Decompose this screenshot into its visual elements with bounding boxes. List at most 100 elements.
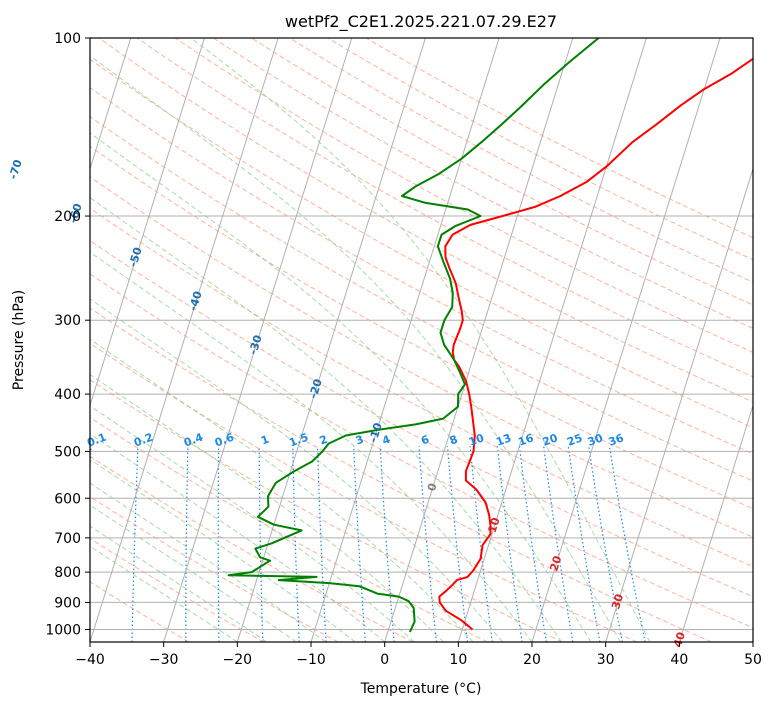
mixing-ratio-line bbox=[446, 446, 469, 642]
mixing-ratio-label: 8 bbox=[448, 433, 460, 448]
x-tick-label: −10 bbox=[296, 652, 326, 668]
isotherm-label: -40 bbox=[186, 289, 204, 312]
x-tick-label: 20 bbox=[523, 652, 541, 668]
mixing-ratio-label: 0.4 bbox=[182, 431, 205, 450]
y-tick-label: 1000 bbox=[45, 622, 81, 638]
isotherm-label: 30 bbox=[609, 592, 626, 611]
x-tick-label: −30 bbox=[149, 652, 179, 668]
moist-adiabat bbox=[90, 504, 297, 642]
dry-adiabat bbox=[365, 38, 753, 239]
moist-adiabat bbox=[90, 55, 621, 642]
isotherm-gridline bbox=[605, 167, 753, 642]
dry-adiabat bbox=[289, 38, 753, 283]
mixing-ratio-line bbox=[469, 446, 493, 642]
dry-adiabat bbox=[90, 455, 414, 642]
mixing-ratio-line bbox=[316, 446, 327, 642]
mixing-ratio-line bbox=[131, 446, 139, 642]
isotherm-gridline bbox=[90, 38, 279, 642]
mixing-ratio-line bbox=[353, 446, 366, 642]
isotherm-label: 20 bbox=[547, 554, 564, 573]
plot-frame bbox=[89, 37, 754, 643]
y-axis: 1000 900 800 700 600 500 400 300 200 100 bbox=[45, 31, 90, 638]
mixing-ratio-label: 36 bbox=[607, 431, 626, 449]
y-tick-label: 900 bbox=[54, 595, 81, 611]
isotherm-gridline bbox=[90, 38, 205, 408]
background-lines bbox=[0, 38, 753, 642]
dry-adiabat bbox=[90, 116, 753, 482]
dry-adiabat bbox=[98, 38, 753, 403]
moist-adiabat bbox=[90, 545, 238, 642]
x-axis-title: Temperature (°C) bbox=[360, 681, 482, 697]
isotherm-label: -30 bbox=[246, 333, 264, 356]
chart-title: wetPf2_C2E1.2025.221.07.29.E27 bbox=[285, 12, 557, 32]
moist-adiabat bbox=[90, 525, 268, 642]
mixing-ratio-label: 2 bbox=[318, 433, 330, 448]
isotherm-gridline bbox=[678, 403, 753, 642]
dry-adiabat bbox=[90, 342, 638, 642]
isotherm-gridline bbox=[384, 38, 574, 642]
isotherm-label: -20 bbox=[307, 377, 325, 400]
mixing-ratio-label: 10 bbox=[467, 431, 486, 449]
moist-adiabat bbox=[90, 482, 326, 642]
moist-adiabat bbox=[90, 433, 386, 642]
mixing-ratio-line bbox=[567, 446, 601, 642]
mixing-ratio-line bbox=[588, 446, 623, 642]
mixing-ratio-line bbox=[496, 446, 523, 642]
mixing-ratio-line bbox=[543, 446, 574, 642]
isotherm-label: -50 bbox=[126, 245, 144, 268]
dry-adiabat bbox=[90, 145, 753, 510]
dry-adiabat bbox=[90, 379, 563, 642]
moist-adiabat bbox=[90, 132, 592, 642]
mixing-ratio-line bbox=[379, 446, 395, 642]
dry-adiabat bbox=[136, 38, 753, 378]
y-tick-label: 600 bbox=[54, 491, 81, 507]
y-tick-label: 100 bbox=[54, 31, 81, 47]
dry-adiabat bbox=[90, 86, 753, 455]
x-tick-label: 50 bbox=[744, 652, 762, 668]
isotherm-gridline bbox=[531, 38, 721, 642]
mixing-ratio-label: 3 bbox=[354, 433, 366, 448]
mixing-ratio-line bbox=[418, 446, 437, 642]
isotherm-label: 40 bbox=[671, 630, 688, 649]
mixing-ratio-line bbox=[608, 446, 646, 642]
dry-adiabat bbox=[90, 176, 753, 538]
y-tick-label: 500 bbox=[54, 444, 81, 460]
dry-adiabat bbox=[90, 581, 190, 642]
moist-adiabat bbox=[90, 196, 562, 642]
x-tick-label: −40 bbox=[75, 652, 105, 668]
sounding-lines bbox=[227, 38, 753, 633]
mixing-ratio-label: 1.5 bbox=[287, 431, 310, 450]
isotherm-gridline bbox=[310, 38, 500, 642]
isotherm-gridline bbox=[457, 38, 647, 642]
isotherm-gridline bbox=[163, 38, 353, 642]
dewpoint-line bbox=[227, 38, 600, 633]
mixing-ratio-line bbox=[185, 446, 189, 642]
temperature-line bbox=[438, 57, 753, 631]
isotherm-label: -10 bbox=[367, 421, 385, 444]
mixing-ratio-label: 30 bbox=[586, 431, 605, 449]
mixing-ratio-label: 13 bbox=[494, 431, 513, 448]
mixing-ratio-label: 6 bbox=[419, 433, 431, 448]
dry-adiabat bbox=[90, 58, 753, 429]
x-tick-label: 0 bbox=[380, 652, 389, 668]
dry-adiabat bbox=[90, 537, 264, 642]
dry-adiabat bbox=[90, 416, 488, 642]
isotherm-gridline bbox=[752, 640, 753, 642]
mixing-ratio-label: 0.2 bbox=[132, 431, 155, 450]
dry-adiabat bbox=[90, 207, 753, 568]
mixing-ratio-line bbox=[518, 446, 547, 642]
dry-adiabat bbox=[90, 239, 753, 598]
dry-adiabat bbox=[251, 38, 753, 306]
x-tick-label: 30 bbox=[597, 652, 615, 668]
isotherm-gridline bbox=[0, 38, 57, 642]
x-tick-label: −20 bbox=[223, 652, 253, 668]
mixing-ratio-labels: 0.1 0.2 0.4 0.6 1 1.5 2 3 4 6 8 10 13 16 20 25 30 36 bbox=[85, 431, 626, 450]
mixing-ratio-label: 25 bbox=[565, 431, 584, 448]
x-axis: −40 −30 −20 −10 0 10 20 30 40 50 bbox=[75, 642, 762, 668]
isotherm-label: 0 bbox=[425, 481, 440, 493]
isotherm-gridline bbox=[90, 38, 132, 171]
dry-adiabat bbox=[90, 273, 753, 629]
x-tick-label: 10 bbox=[449, 652, 467, 668]
